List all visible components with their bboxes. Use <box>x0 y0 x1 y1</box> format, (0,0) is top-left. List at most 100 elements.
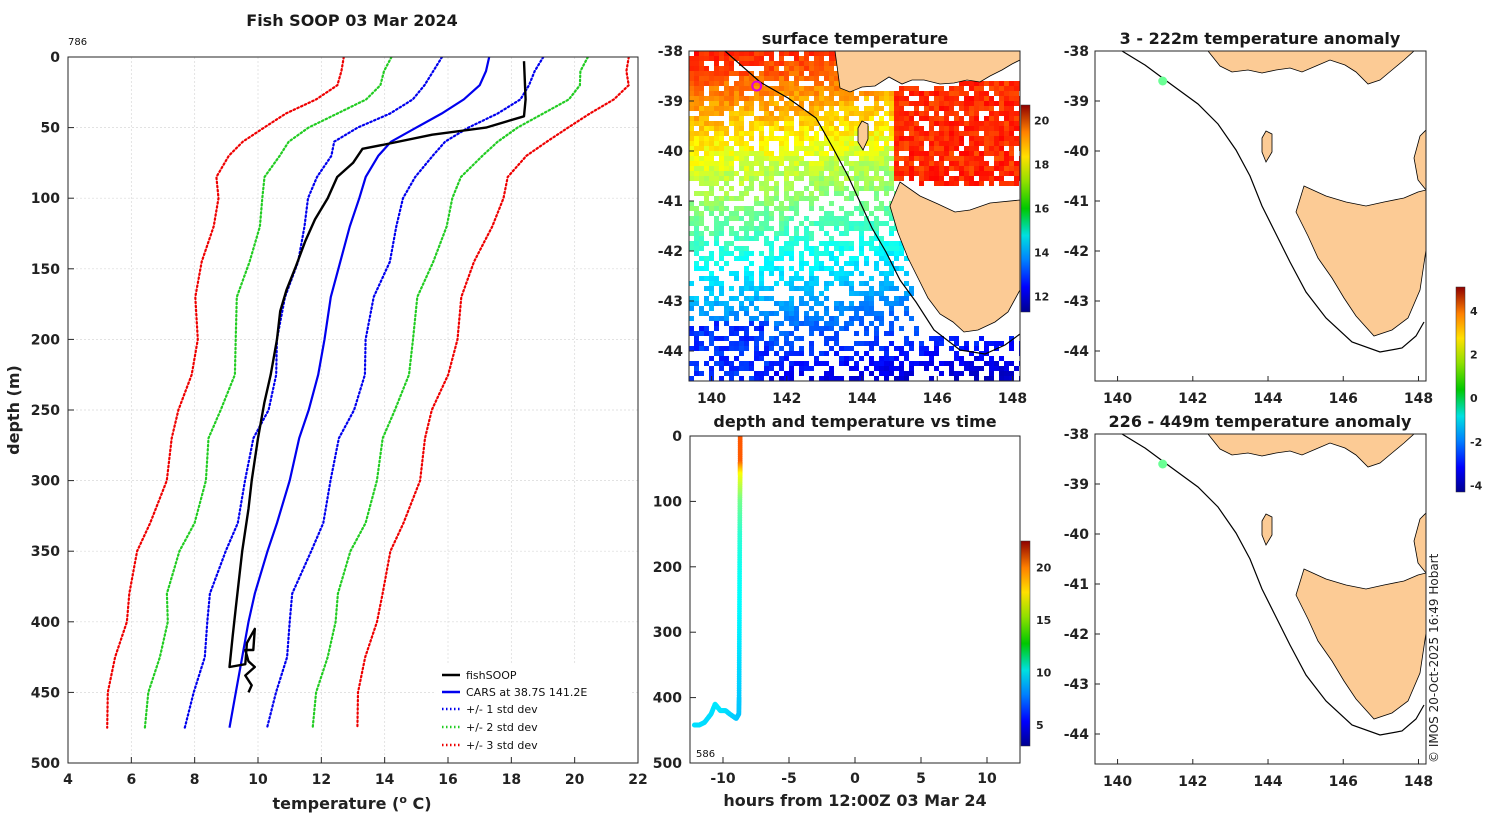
sst-cell <box>984 81 989 86</box>
sst-cell <box>729 186 734 191</box>
sst-cell <box>849 211 854 216</box>
sst-cell <box>899 86 904 91</box>
sst-cell <box>844 281 849 286</box>
sst-cell <box>774 206 779 211</box>
sst-cell <box>699 136 704 141</box>
sst-cell <box>729 121 734 126</box>
sst-cell <box>719 171 724 176</box>
sst-cell <box>939 176 944 181</box>
sst-cell <box>749 161 754 166</box>
sst-cell <box>749 226 754 231</box>
sst-cell <box>709 191 714 196</box>
sst-cell <box>739 131 744 136</box>
sst-colorbar-label: 20 <box>1034 114 1050 127</box>
sst-cell <box>704 191 709 196</box>
sst-cell <box>789 376 794 381</box>
sst-cell <box>869 306 874 311</box>
sst-cell <box>989 181 994 186</box>
sst-cell <box>954 91 959 96</box>
sst-cell <box>759 61 764 66</box>
sst-cell <box>884 271 889 276</box>
sst-cell <box>719 346 724 351</box>
sst-cell <box>834 351 839 356</box>
sst-cell <box>764 236 769 241</box>
sst-cell <box>764 136 769 141</box>
sst-cell <box>964 121 969 126</box>
sst-cell <box>699 171 704 176</box>
anom2-land-king-island <box>1261 513 1273 546</box>
sst-cell <box>699 161 704 166</box>
sst-cell <box>764 71 769 76</box>
sst-cell <box>754 171 759 176</box>
sst-cell <box>839 171 844 176</box>
sst-cell <box>884 301 889 306</box>
sst-cell <box>974 121 979 126</box>
sst-cell <box>1009 81 1014 86</box>
sst-cell <box>784 241 789 246</box>
sst-cell <box>819 171 824 176</box>
sst-cell <box>704 56 709 61</box>
sst-cell <box>804 161 809 166</box>
sst-cell <box>799 96 804 101</box>
sst-cell <box>874 176 879 181</box>
sst-cell <box>709 206 714 211</box>
sst-cell <box>734 96 739 101</box>
sst-cell <box>914 151 919 156</box>
sst-cell <box>889 166 894 171</box>
sst-cell <box>694 231 699 236</box>
sst-cell <box>794 326 799 331</box>
sst-cell <box>824 306 829 311</box>
sst-cell <box>924 351 929 356</box>
sst-cell <box>704 131 709 136</box>
sst-cell <box>944 146 949 151</box>
sst-cell <box>804 56 809 61</box>
sst-cell <box>844 261 849 266</box>
sst-cell <box>959 101 964 106</box>
sst-cell <box>759 311 764 316</box>
sst-cell <box>844 96 849 101</box>
sst-cell <box>754 176 759 181</box>
sst-cell <box>804 96 809 101</box>
sst-cell <box>909 121 914 126</box>
sst-cell <box>764 241 769 246</box>
sst-cell <box>889 271 894 276</box>
sst-cell <box>694 136 699 141</box>
sst-cell <box>814 171 819 176</box>
sst-cell <box>874 121 879 126</box>
sst-cell <box>749 281 754 286</box>
sst-cell <box>744 206 749 211</box>
sst-cell <box>749 81 754 86</box>
sst-cell <box>724 126 729 131</box>
sst-cell <box>759 231 764 236</box>
sst-cell <box>719 111 724 116</box>
sst-cell <box>1009 106 1014 111</box>
sst-cell <box>849 301 854 306</box>
sst-cell <box>769 156 774 161</box>
sst-cell <box>829 211 834 216</box>
sst-cell <box>769 61 774 66</box>
sst-cell <box>829 366 834 371</box>
sst-cell <box>889 116 894 121</box>
sst-cell <box>824 231 829 236</box>
sst-cell <box>799 111 804 116</box>
sst-cell <box>789 166 794 171</box>
sst-cell <box>849 106 854 111</box>
sst-cell <box>929 166 934 171</box>
sst-cell <box>774 136 779 141</box>
sst-cell <box>774 351 779 356</box>
sst-cell <box>814 96 819 101</box>
sst-cell <box>899 266 904 271</box>
sst-cell <box>794 226 799 231</box>
sst-cell <box>784 126 789 131</box>
sst-cell <box>784 91 789 96</box>
sst-cell <box>849 121 854 126</box>
sst-cell <box>759 266 764 271</box>
sst-cell <box>869 296 874 301</box>
sst-ticks: 140 142 144 146 148-38-39-40-41-42-43-44 <box>658 44 1027 407</box>
sst-cell <box>824 251 829 256</box>
anom2-xtick-label: 146 <box>1329 774 1358 790</box>
sst-cell <box>979 126 984 131</box>
sst-cell <box>774 301 779 306</box>
sst-cell <box>724 221 729 226</box>
sst-cell <box>779 266 784 271</box>
